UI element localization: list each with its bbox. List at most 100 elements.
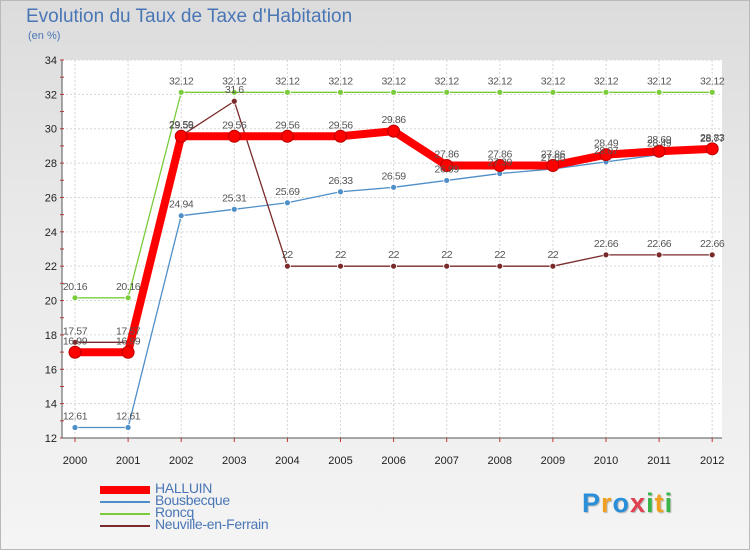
data-label-bousbecque: 24.94 — [169, 199, 194, 211]
x-tick-label: 2004 — [275, 455, 299, 467]
data-label-bousbecque: 26.99 — [435, 163, 460, 175]
y-tick-label: 34 — [45, 55, 57, 67]
data-point-bousbecque — [390, 183, 398, 191]
data-label-bousbecque: 12.61 — [116, 411, 141, 423]
data-label-bousbecque: 12.61 — [63, 411, 88, 423]
data-point-neuville-en-ferrain — [71, 338, 79, 346]
data-label-roncq: 32.12 — [488, 75, 513, 87]
data-label-bousbecque: 26.59 — [381, 170, 406, 182]
data-label-neuville-en-ferrain: 22 — [388, 249, 399, 261]
chart-legend: HALLUIN Bousbecque Roncq Neuville-en-Ferrai… — [100, 480, 320, 532]
logo-letter: r — [601, 488, 613, 518]
x-tick-label: 2006 — [381, 455, 405, 467]
data-label-roncq: 32.12 — [381, 75, 406, 87]
data-point-halluin — [493, 158, 507, 172]
data-label-bousbecque: 25.69 — [275, 186, 300, 198]
legend-swatch-neuville-en-ferrain — [100, 525, 150, 527]
data-label-neuville-en-ferrain: 22.66 — [594, 238, 619, 250]
data-point-roncq — [443, 88, 451, 96]
data-point-neuville-en-ferrain — [390, 262, 398, 270]
data-label-halluin: 27.86 — [435, 148, 460, 160]
data-label-neuville-en-ferrain: 22.66 — [700, 238, 725, 250]
x-tick-label: 2012 — [700, 455, 724, 467]
data-point-halluin — [227, 129, 241, 143]
data-point-roncq — [708, 88, 716, 96]
y-tick-label: 12 — [45, 433, 57, 445]
data-point-roncq — [655, 88, 663, 96]
data-label-bousbecque: 27.66 — [541, 152, 566, 164]
data-point-bousbecque — [337, 188, 344, 196]
logo-letter: i — [664, 488, 674, 518]
legend-swatch-roncq — [100, 513, 150, 515]
logo-letter: t — [654, 488, 665, 518]
x-tick-label: 2002 — [169, 455, 193, 467]
data-point-halluin — [387, 124, 401, 138]
x-tick-label: 2000 — [63, 455, 87, 467]
data-point-halluin — [68, 345, 82, 359]
y-tick-label: 18 — [45, 330, 57, 342]
data-label-bousbecque: 25.31 — [222, 192, 247, 204]
y-tick-label: 24 — [45, 227, 57, 239]
data-point-neuville-en-ferrain — [602, 251, 610, 259]
x-tick-label: 2005 — [328, 455, 352, 467]
data-label-halluin: 16.99 — [116, 335, 141, 347]
data-point-neuville-en-ferrain — [496, 262, 504, 270]
x-tick-label: 2010 — [594, 455, 618, 467]
data-point-bousbecque — [177, 212, 185, 220]
data-label-roncq: 32.12 — [222, 75, 247, 87]
x-tick-label: 2009 — [541, 455, 565, 467]
data-label-bousbecque: 28.77 — [700, 133, 725, 145]
data-point-halluin — [280, 129, 294, 143]
legend-item-halluin: HALLUIN — [100, 480, 320, 496]
data-point-roncq — [283, 88, 291, 96]
x-tick-label: 2003 — [222, 455, 246, 467]
data-point-neuville-en-ferrain — [549, 262, 557, 270]
data-point-halluin — [174, 129, 188, 143]
data-point-roncq — [496, 88, 504, 96]
data-point-halluin — [599, 148, 613, 162]
data-point-neuville-en-ferrain — [655, 251, 663, 259]
data-label-neuville-en-ferrain: 17.57 — [116, 325, 141, 337]
y-tick-label: 32 — [45, 89, 57, 101]
data-point-neuville-en-ferrain — [283, 262, 291, 270]
data-label-roncq: 32.12 — [594, 75, 619, 87]
proxiti-logo: Proxiti — [582, 488, 673, 519]
y-tick-label: 14 — [45, 399, 57, 411]
legend-label-neuville-en-ferrain: Neuville-en-Ferrain — [155, 516, 269, 532]
legend-item-neuville-en-ferrain: Neuville-en-Ferrain — [100, 516, 320, 532]
plot-background — [62, 60, 722, 438]
data-label-neuville-en-ferrain: 22 — [441, 249, 452, 261]
data-label-roncq: 32.12 — [328, 75, 353, 87]
data-label-roncq: 20.16 — [116, 281, 141, 293]
data-point-roncq — [177, 88, 185, 96]
x-tick-label: 2008 — [488, 455, 512, 467]
data-point-roncq — [337, 88, 344, 96]
data-point-roncq — [602, 88, 610, 96]
y-tick-label: 16 — [45, 364, 57, 376]
data-label-neuville-en-ferrain: 22 — [335, 249, 346, 261]
chart-title: Evolution du Taux de Taxe d'Habitation — [26, 6, 353, 27]
data-label-roncq: 32.12 — [700, 75, 725, 87]
legend-swatch-bousbecque — [100, 501, 150, 503]
data-label-roncq: 32.12 — [275, 75, 300, 87]
data-label-halluin: 27.86 — [541, 148, 566, 160]
data-point-neuville-en-ferrain — [708, 251, 716, 259]
y-tick-label: 28 — [45, 158, 57, 170]
legend-swatch-halluin — [100, 486, 150, 494]
data-point-bousbecque — [443, 177, 451, 184]
data-label-halluin: 29.56 — [328, 119, 353, 131]
legend-item-roncq: Roncq — [100, 504, 320, 520]
data-label-neuville-en-ferrain: 17.57 — [63, 325, 88, 337]
y-tick-label: 20 — [45, 296, 57, 308]
legend-label-bousbecque: Bousbecque — [155, 492, 230, 508]
data-label-bousbecque: 27.39 — [488, 157, 513, 169]
logo-letter: i — [646, 488, 655, 518]
data-label-neuville-en-ferrain: 22 — [494, 249, 505, 261]
data-label-halluin: 29.56 — [275, 119, 300, 131]
data-label-halluin: 16.99 — [63, 335, 88, 347]
data-label-bousbecque: 26.33 — [328, 175, 353, 187]
logo-letter: o — [612, 488, 631, 518]
legend-label-roncq: Roncq — [155, 504, 194, 520]
data-label-neuville-en-ferrain: 22 — [282, 249, 293, 261]
data-label-halluin: 29.56 — [222, 119, 247, 131]
